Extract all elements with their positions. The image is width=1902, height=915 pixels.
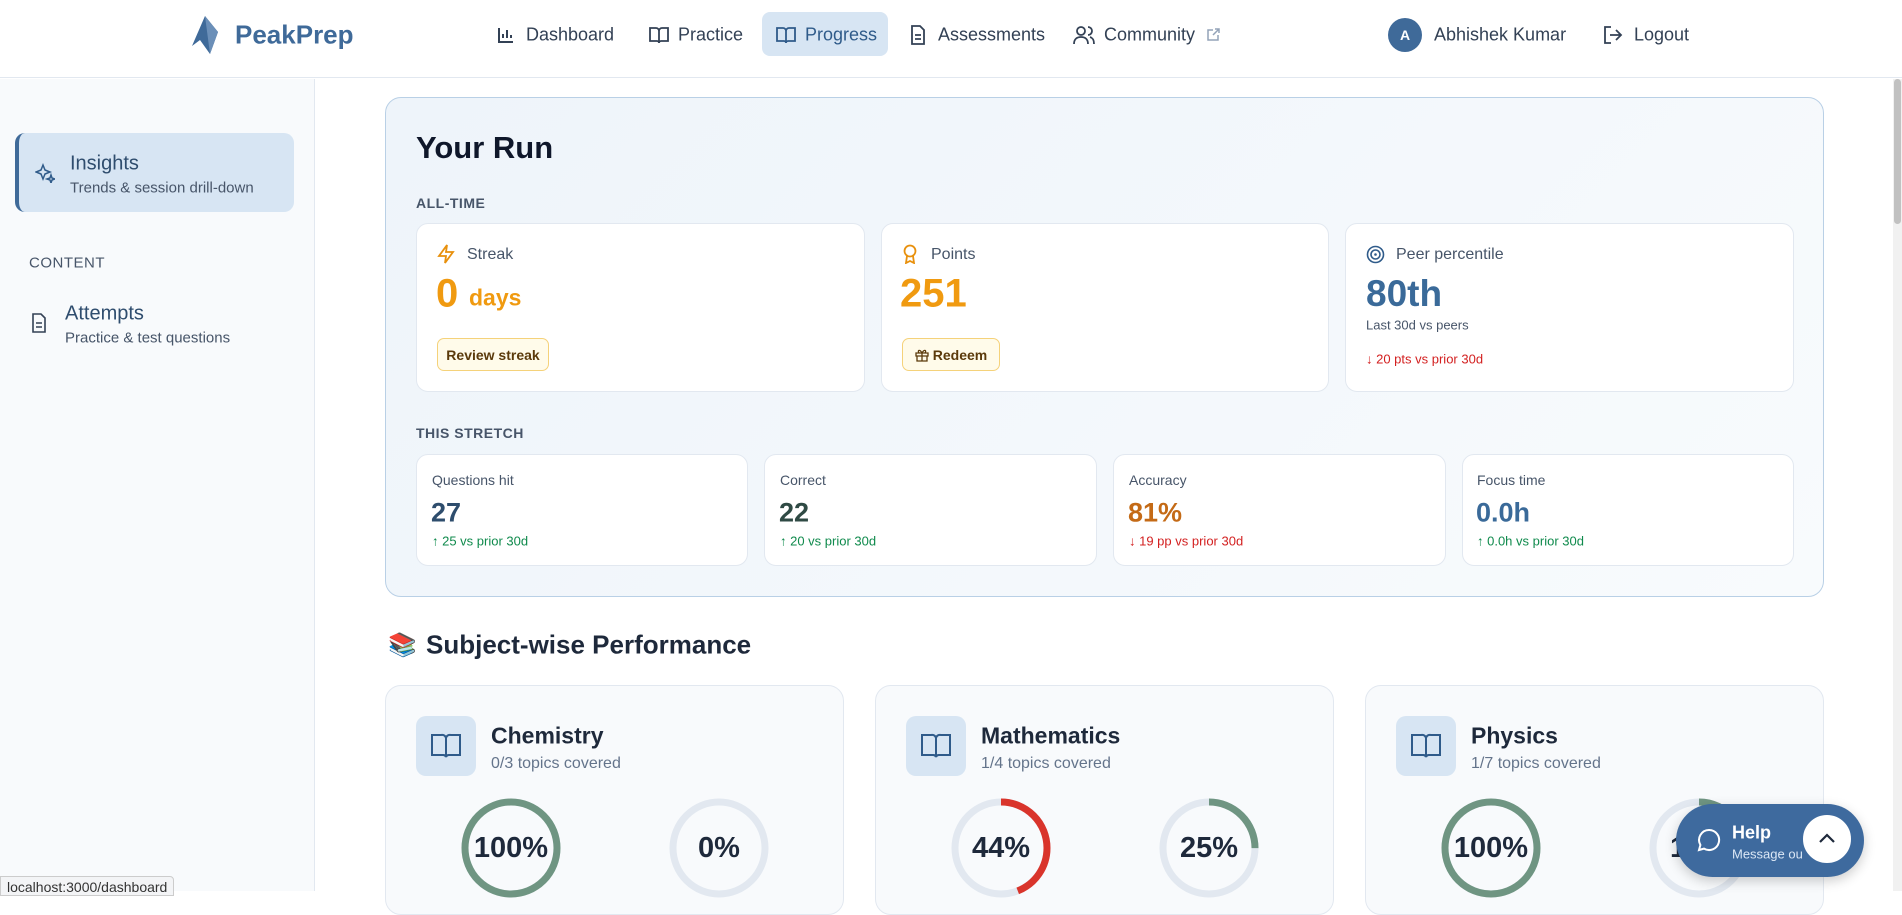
top-nav	[0, 0, 1902, 78]
icon-insights	[35, 163, 55, 183]
stat-value: 251	[900, 271, 967, 316]
metric-delta: ↓ 19 pp vs prior 30d	[1129, 533, 1244, 549]
icon-logout	[1604, 26, 1623, 44]
subject-coverage: 1/7 topics covered	[1471, 755, 1601, 772]
icon-chevron-up	[1819, 833, 1835, 843]
icon-book-path	[921, 733, 951, 758]
metric-label: Correct	[780, 472, 826, 488]
section-icon: 📚	[388, 631, 417, 658]
sidebar	[0, 79, 315, 891]
logout[interactable]: Logout	[1634, 24, 1690, 45]
stat-unit: days	[469, 284, 522, 311]
nav-item[interactable]: Community	[1104, 24, 1196, 45]
help-title[interactable]: Help	[1732, 822, 1772, 843]
scrollbar-track	[1893, 79, 1902, 891]
gauge-label: 0%	[698, 832, 740, 864]
nav-item[interactable]: Practice	[678, 24, 744, 45]
gauge-label: 44%	[971, 832, 1031, 864]
metric-value: 0.0h	[1476, 497, 1531, 528]
icon-chat	[1697, 828, 1721, 852]
metric-card	[416, 454, 748, 566]
nav-item[interactable]: Dashboard	[526, 24, 615, 45]
sidebar-section: CONTENT	[29, 254, 105, 272]
metric-delta: ↑ 25 vs prior 30d	[432, 533, 529, 549]
gauge-label: 25%	[1179, 832, 1239, 864]
stat-delta: ↓ 20 pts vs prior 30d	[1366, 351, 1484, 367]
stat-value: 0	[436, 271, 459, 316]
gauge-arc	[1159, 798, 1259, 898]
nav-item-active[interactable]: Progress	[805, 24, 878, 45]
icon-progress	[776, 27, 796, 44]
metric-delta: ↑ 0.0h vs prior 30d	[1477, 533, 1584, 549]
metric-value: 27	[431, 497, 462, 528]
icon-community	[1073, 26, 1095, 45]
run-title: Your Run	[416, 130, 554, 165]
brand[interactable]: PeakPrep	[235, 19, 354, 50]
stat-label: Peer percentile	[1396, 246, 1504, 263]
icon-gift	[915, 349, 929, 362]
metric-value: 81%	[1128, 497, 1183, 528]
icon-dashboard	[498, 28, 513, 43]
gauge-label: 100%	[1453, 832, 1529, 864]
icon-points	[903, 244, 917, 264]
icon-practice	[649, 27, 669, 44]
metric-card	[1462, 454, 1794, 566]
status-url: localhost:3000/dashboard	[0, 876, 175, 896]
sidebar-subtitle: Practice & test questions	[65, 329, 231, 347]
section-title: Subject-wise Performance	[426, 629, 752, 660]
metric-card	[1113, 454, 1446, 566]
icon-external	[1207, 28, 1220, 41]
user-name[interactable]: Abhishek Kumar	[1434, 24, 1567, 45]
sidebar-title: Insights	[70, 152, 139, 175]
avatar[interactable]: A	[1388, 18, 1422, 52]
gauge-label: 100%	[473, 832, 549, 864]
logo-icon	[192, 16, 218, 54]
scrollbar-thumb[interactable]	[1894, 79, 1901, 224]
subject-coverage: 1/4 topics covered	[981, 755, 1111, 772]
gauge-arc	[951, 798, 1051, 898]
stat-card	[1345, 223, 1794, 392]
metric-label: Focus time	[1477, 472, 1546, 488]
sidebar-subtitle: Trends & session drill-down	[70, 179, 254, 197]
metric-label: Questions hit	[432, 472, 514, 488]
icon-book-path	[431, 733, 461, 758]
icon-assessments	[911, 25, 925, 45]
sidebar-title[interactable]: Attempts	[65, 302, 144, 325]
subject-name: Mathematics	[981, 722, 1121, 749]
stat-label: Streak	[467, 246, 514, 263]
metric-delta: ↑ 20 vs prior 30d	[780, 533, 877, 549]
help-subtitle: Message ou	[1732, 846, 1803, 862]
icon-book	[1411, 733, 1441, 758]
stat-label: Points	[931, 246, 976, 263]
review-streak-button[interactable]: Review streak	[437, 338, 549, 371]
icon-book-path	[1411, 733, 1441, 758]
stat-value: 80th	[1366, 273, 1443, 314]
nav-item[interactable]: Assessments	[938, 24, 1046, 45]
subject-coverage: 0/3 topics covered	[491, 755, 621, 772]
subject-name: Chemistry	[491, 722, 604, 749]
metric-value: 22	[779, 497, 810, 528]
metric-label: Accuracy	[1129, 472, 1187, 488]
stat-note: Last 30d vs peers	[1366, 317, 1469, 333]
icon-book	[921, 733, 951, 758]
icon-target	[1366, 245, 1385, 264]
section-label: ALL-TIME	[416, 195, 486, 211]
section-label: THIS STRETCH	[416, 425, 524, 441]
subject-name: Physics	[1471, 722, 1558, 749]
redeem-button[interactable]: Redeem	[902, 338, 1000, 371]
icon-streak	[437, 244, 455, 264]
active-tab-bg	[762, 12, 888, 56]
icon-attempts	[32, 313, 46, 333]
icon-book	[431, 733, 461, 758]
sidebar-item-active[interactable]	[15, 133, 294, 212]
metric-card	[764, 454, 1097, 566]
scroll-top-button[interactable]	[1800, 812, 1854, 866]
gauge-arc	[1649, 798, 1749, 898]
